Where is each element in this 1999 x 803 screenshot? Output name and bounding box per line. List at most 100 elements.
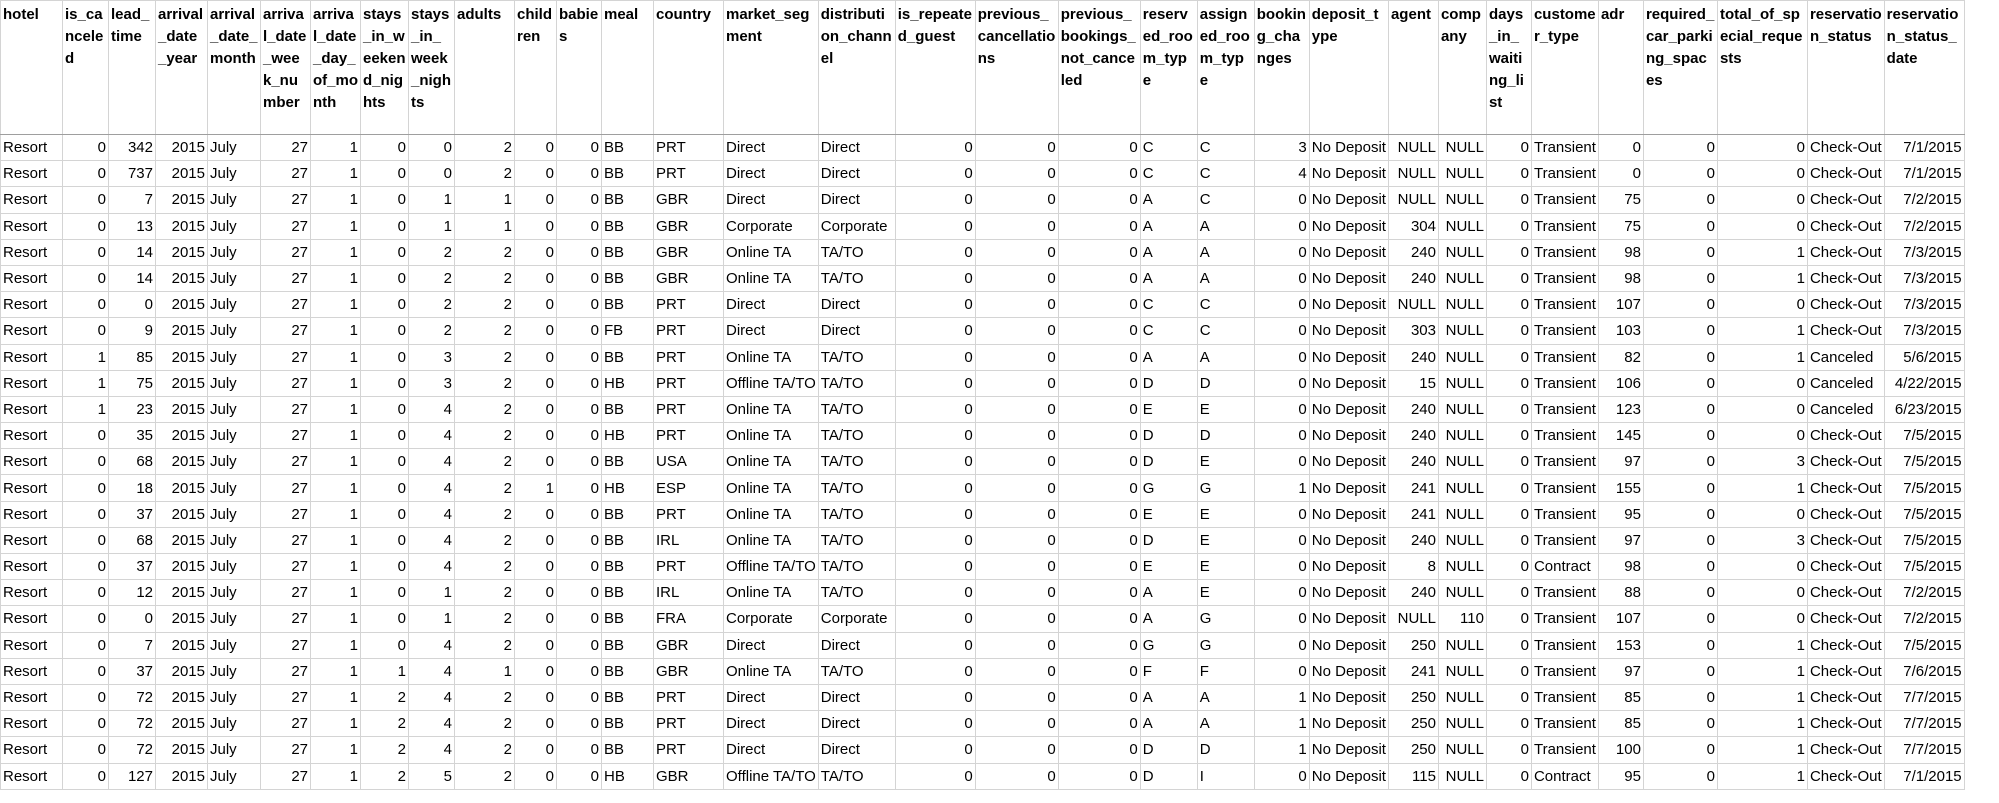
table-cell[interactable]: July bbox=[207, 212, 261, 240]
table-cell[interactable]: 0 bbox=[62, 474, 109, 502]
table-cell[interactable]: Direct bbox=[723, 683, 819, 712]
table-cell[interactable]: 2 bbox=[454, 552, 515, 581]
table-cell[interactable]: 0 bbox=[1642, 657, 1718, 685]
table-cell[interactable]: A bbox=[1196, 264, 1255, 293]
table-cell[interactable]: 27 bbox=[260, 631, 311, 659]
table-cell[interactable]: 1 bbox=[1253, 736, 1310, 764]
table-cell[interactable]: No Deposit bbox=[1308, 317, 1389, 345]
table-cell[interactable]: Direct bbox=[817, 683, 896, 712]
table-cell[interactable]: 4 bbox=[408, 474, 455, 502]
table-cell[interactable]: G bbox=[1196, 605, 1255, 633]
table-cell[interactable]: 1 bbox=[1716, 343, 1808, 371]
table-cell[interactable]: July bbox=[207, 579, 261, 607]
table-cell[interactable]: 1 bbox=[310, 133, 361, 162]
table-cell[interactable]: 2 bbox=[408, 264, 455, 293]
table-cell[interactable]: No Deposit bbox=[1308, 212, 1389, 240]
table-cell[interactable]: 2015 bbox=[155, 343, 208, 371]
table-cell[interactable]: 1 bbox=[310, 552, 361, 581]
table-cell[interactable]: 2015 bbox=[155, 605, 208, 633]
table-cell[interactable]: Transient bbox=[1530, 683, 1599, 712]
table-cell[interactable]: 127 bbox=[108, 762, 156, 790]
table-cell[interactable]: Resort bbox=[0, 552, 63, 581]
table-cell[interactable]: PRT bbox=[653, 683, 724, 712]
table-cell[interactable]: 0 bbox=[360, 579, 409, 607]
table-cell[interactable]: TA/TO bbox=[817, 579, 896, 607]
table-cell[interactable]: 304 bbox=[1387, 212, 1439, 240]
table-cell[interactable]: I bbox=[1196, 762, 1255, 790]
table-cell[interactable]: 0 bbox=[974, 212, 1059, 240]
table-cell[interactable]: 0 bbox=[974, 133, 1059, 162]
table-cell[interactable]: 0 bbox=[894, 605, 976, 633]
table-cell[interactable]: 3 bbox=[1716, 448, 1808, 476]
table-cell[interactable]: Direct bbox=[723, 317, 819, 345]
column-header[interactable]: total_of_special_requests bbox=[1716, 0, 1808, 135]
table-cell[interactable]: 0 bbox=[894, 552, 976, 581]
table-cell[interactable]: 0 bbox=[514, 186, 557, 214]
table-cell[interactable]: NULL bbox=[1387, 605, 1439, 633]
table-cell[interactable]: Resort bbox=[0, 369, 63, 397]
table-cell[interactable]: 0 bbox=[360, 186, 409, 214]
table-cell[interactable]: Online TA bbox=[723, 238, 819, 266]
table-cell[interactable]: 103 bbox=[1597, 317, 1644, 345]
table-cell[interactable]: 0 bbox=[974, 317, 1059, 345]
table-cell[interactable]: Resort bbox=[0, 579, 63, 607]
table-cell[interactable]: 0 bbox=[1485, 369, 1532, 397]
table-cell[interactable]: C bbox=[1196, 317, 1255, 345]
table-cell[interactable]: July bbox=[207, 395, 261, 424]
table-cell[interactable]: 2015 bbox=[155, 317, 208, 345]
table-cell[interactable]: 0 bbox=[1057, 343, 1141, 371]
table-cell[interactable]: 0 bbox=[408, 133, 455, 162]
table-cell[interactable]: 0 bbox=[1057, 552, 1141, 581]
column-header[interactable]: arrival_date_month bbox=[207, 0, 261, 135]
table-cell[interactable]: 0 bbox=[556, 526, 602, 555]
table-cell[interactable]: 0 bbox=[1485, 133, 1532, 162]
table-cell[interactable]: 0 bbox=[1485, 631, 1532, 659]
table-cell[interactable]: 0 bbox=[1716, 552, 1808, 581]
table-cell[interactable]: 1 bbox=[310, 291, 361, 319]
table-cell[interactable]: 85 bbox=[1597, 710, 1644, 738]
column-header[interactable]: reserved_room_type bbox=[1139, 0, 1198, 135]
table-cell[interactable]: 0 bbox=[556, 500, 602, 528]
table-cell[interactable]: 0 bbox=[514, 552, 557, 581]
table-cell[interactable]: 0 bbox=[1642, 736, 1718, 764]
column-header[interactable]: booking_changes bbox=[1253, 0, 1310, 135]
table-cell[interactable]: BB bbox=[601, 186, 654, 214]
table-cell[interactable]: 1 bbox=[454, 657, 515, 685]
table-cell[interactable]: 7/1/2015 bbox=[1883, 762, 1965, 790]
table-cell[interactable]: BB bbox=[601, 133, 654, 162]
table-cell[interactable]: NULL bbox=[1437, 579, 1487, 607]
table-cell[interactable]: Resort bbox=[0, 500, 63, 528]
table-cell[interactable]: Check-Out bbox=[1806, 422, 1885, 450]
table-cell[interactable]: 27 bbox=[260, 710, 311, 738]
table-cell[interactable]: 37 bbox=[108, 500, 156, 528]
table-cell[interactable]: 72 bbox=[108, 683, 156, 712]
column-header[interactable]: days_in_waiting_list bbox=[1485, 0, 1532, 135]
table-cell[interactable]: 2015 bbox=[155, 683, 208, 712]
table-cell[interactable]: IRL bbox=[653, 526, 724, 555]
table-cell[interactable]: 2015 bbox=[155, 212, 208, 240]
table-cell[interactable]: 241 bbox=[1387, 500, 1439, 528]
table-cell[interactable]: 342 bbox=[108, 133, 156, 162]
table-cell[interactable]: 0 bbox=[974, 264, 1059, 293]
table-cell[interactable]: 0 bbox=[1642, 526, 1718, 555]
table-cell[interactable]: 0 bbox=[894, 317, 976, 345]
table-cell[interactable]: 0 bbox=[360, 291, 409, 319]
table-cell[interactable]: 0 bbox=[1642, 395, 1718, 424]
table-cell[interactable]: 2 bbox=[408, 317, 455, 345]
table-cell[interactable]: July bbox=[207, 552, 261, 581]
table-cell[interactable]: 0 bbox=[62, 212, 109, 240]
column-header[interactable]: reservation_status_date bbox=[1883, 0, 1965, 135]
table-cell[interactable]: 2 bbox=[360, 762, 409, 790]
table-cell[interactable]: 0 bbox=[360, 238, 409, 266]
table-cell[interactable]: Check-Out bbox=[1806, 317, 1885, 345]
table-cell[interactable]: 2015 bbox=[155, 526, 208, 555]
table-cell[interactable]: 7/2/2015 bbox=[1883, 186, 1965, 214]
table-cell[interactable]: 1 bbox=[310, 631, 361, 659]
table-cell[interactable]: A bbox=[1139, 710, 1198, 738]
table-cell[interactable]: 0 bbox=[556, 605, 602, 633]
table-cell[interactable]: 0 bbox=[514, 212, 557, 240]
table-cell[interactable]: 2 bbox=[360, 710, 409, 738]
table-cell[interactable]: Check-Out bbox=[1806, 762, 1885, 790]
table-cell[interactable]: No Deposit bbox=[1308, 291, 1389, 319]
table-cell[interactable]: 0 bbox=[514, 605, 557, 633]
